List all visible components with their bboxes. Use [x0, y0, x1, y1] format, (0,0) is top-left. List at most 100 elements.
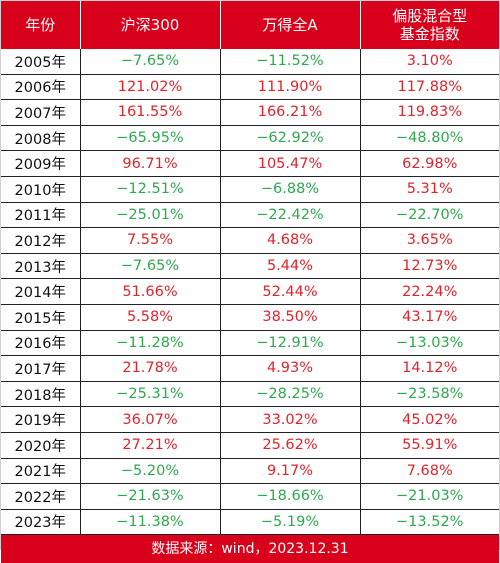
hs300-cell: 121.02% — [80, 74, 221, 101]
header-hs300: 沪深300 — [80, 1, 221, 49]
table-row: 2015年 5.58% 38.50% 43.17% — [1, 304, 499, 331]
hs300-cell: −65.95% — [80, 125, 221, 152]
year-cell: 2021年 — [1, 458, 81, 485]
header-row: 年份 沪深300 万得全A 偏股混合型 基金指数 — [1, 1, 499, 49]
table-row: 2005年 −7.65% −11.52% 3.10% — [1, 49, 499, 75]
wind-a-cell: 25.62% — [220, 432, 361, 459]
year-cell: 2009年 — [1, 150, 81, 177]
year-cell: 2005年 — [1, 49, 81, 75]
fund-index-cell: 117.88% — [360, 74, 499, 101]
year-cell: 2016年 — [1, 330, 81, 357]
hs300-cell: −25.31% — [80, 381, 221, 408]
fund-index-cell: 45.02% — [360, 406, 499, 433]
year-cell: 2023年 — [1, 509, 81, 536]
table-row: 2007年 161.55% 166.21% 119.83% — [1, 99, 499, 126]
year-cell: 2011年 — [1, 202, 81, 229]
hs300-cell: −11.38% — [80, 509, 221, 536]
header-fund-index: 偏股混合型 基金指数 — [360, 1, 499, 49]
wind-a-cell: −22.42% — [220, 202, 361, 229]
wind-a-cell: 5.44% — [220, 253, 361, 280]
year-cell: 2017年 — [1, 355, 81, 382]
hs300-cell: −25.01% — [80, 202, 221, 229]
table-row: 2020年 27.21% 25.62% 55.91% — [1, 432, 499, 459]
year-cell: 2015年 — [1, 304, 81, 331]
fund-index-cell: −21.03% — [360, 483, 499, 510]
year-cell: 2013年 — [1, 253, 81, 280]
table-row: 2017年 21.78% 4.93% 14.12% — [1, 355, 499, 382]
wind-a-cell: 33.02% — [220, 406, 361, 433]
wind-a-cell: −28.25% — [220, 381, 361, 408]
wind-a-cell: −18.66% — [220, 483, 361, 510]
hs300-cell: −11.28% — [80, 330, 221, 357]
table-row: 2022年 −21.63% −18.66% −21.03% — [1, 483, 499, 510]
hs300-cell: −5.20% — [80, 458, 221, 485]
wind-a-cell: −6.88% — [220, 176, 361, 203]
table-row: 2006年 121.02% 111.90% 117.88% — [1, 74, 499, 101]
table-row: 2014年 51.66% 52.44% 22.24% — [1, 278, 499, 305]
fund-index-cell: −23.58% — [360, 381, 499, 408]
fund-index-cell: 5.31% — [360, 176, 499, 203]
fund-index-cell: 7.68% — [360, 458, 499, 485]
hs300-cell: 161.55% — [80, 99, 221, 126]
year-cell: 2018年 — [1, 381, 81, 408]
table-body: 2005年 −7.65% −11.52% 3.10% 2006年 121.02% 111.9… — [1, 49, 499, 536]
year-cell: 2020年 — [1, 432, 81, 459]
table-row: 2011年 −25.01% −22.42% −22.70% — [1, 202, 499, 229]
year-cell: 2012年 — [1, 227, 81, 254]
fund-index-cell: 12.73% — [360, 253, 499, 280]
year-cell: 2010年 — [1, 176, 81, 203]
hs300-cell: 5.58% — [80, 304, 221, 331]
wind-a-cell: 111.90% — [220, 74, 361, 101]
table-row: 2019年 36.07% 33.02% 45.02% — [1, 406, 499, 433]
hs300-cell: 27.21% — [80, 432, 221, 459]
hs300-cell: 51.66% — [80, 278, 221, 305]
fund-index-cell: 43.17% — [360, 304, 499, 331]
table-row: 2008年 −65.95% −62.92% −48.80% — [1, 125, 499, 152]
table-row: 2021年 −5.20% 9.17% 7.68% — [1, 458, 499, 485]
fund-index-cell: 14.12% — [360, 355, 499, 382]
hs300-cell: 96.71% — [80, 150, 221, 177]
fund-index-cell: 119.83% — [360, 99, 499, 126]
year-cell: 2019年 — [1, 406, 81, 433]
fund-index-cell: −13.52% — [360, 509, 499, 536]
fund-index-cell: 3.10% — [360, 49, 499, 75]
wind-a-cell: −62.92% — [220, 125, 361, 152]
annual-returns-table: 年份 沪深300 万得全A 偏股混合型 基金指数 2005年 −7.65% −11.… — [1, 1, 499, 536]
fund-index-cell: 62.98% — [360, 150, 499, 177]
year-cell: 2007年 — [1, 99, 81, 126]
table-row: 2009年 96.71% 105.47% 62.98% — [1, 150, 499, 177]
header-fund-index-line2: 基金指数 — [399, 25, 460, 43]
wind-a-cell: 4.68% — [220, 227, 361, 254]
table-row: 2016年 −11.28% −12.91% −13.03% — [1, 330, 499, 357]
fund-index-cell: −48.80% — [360, 125, 499, 152]
header-wind-a: 万得全A — [220, 1, 361, 49]
hs300-cell: 7.55% — [80, 227, 221, 254]
wind-a-cell: 38.50% — [220, 304, 361, 331]
header-year: 年份 — [1, 1, 81, 49]
hs300-cell: −12.51% — [80, 176, 221, 203]
wind-a-cell: −12.91% — [220, 330, 361, 357]
wind-a-cell: 52.44% — [220, 278, 361, 305]
hs300-cell: 36.07% — [80, 406, 221, 433]
fund-index-cell: 55.91% — [360, 432, 499, 459]
table-row: 2012年 7.55% 4.68% 3.65% — [1, 227, 499, 254]
table-header: 年份 沪深300 万得全A 偏股混合型 基金指数 — [1, 1, 499, 49]
year-cell: 2014年 — [1, 278, 81, 305]
header-fund-index-line1: 偏股混合型 — [392, 7, 468, 25]
fund-index-cell: −13.03% — [360, 330, 499, 357]
wind-a-cell: 166.21% — [220, 99, 361, 126]
fund-index-cell: 22.24% — [360, 278, 499, 305]
year-cell: 2008年 — [1, 125, 81, 152]
table-row: 2010年 −12.51% −6.88% 5.31% — [1, 176, 499, 203]
hs300-cell: −7.65% — [80, 49, 221, 75]
wind-a-cell: 9.17% — [220, 458, 361, 485]
table-row: 2013年 −7.65% 5.44% 12.73% — [1, 253, 499, 280]
hs300-cell: −21.63% — [80, 483, 221, 510]
source-footer: 数据来源：wind，2023.12.31 — [1, 535, 499, 563]
hs300-cell: 21.78% — [80, 355, 221, 382]
year-cell: 2022年 — [1, 483, 81, 510]
wind-a-cell: −11.52% — [220, 49, 361, 75]
year-cell: 2006年 — [1, 74, 81, 101]
fund-index-cell: −22.70% — [360, 202, 499, 229]
